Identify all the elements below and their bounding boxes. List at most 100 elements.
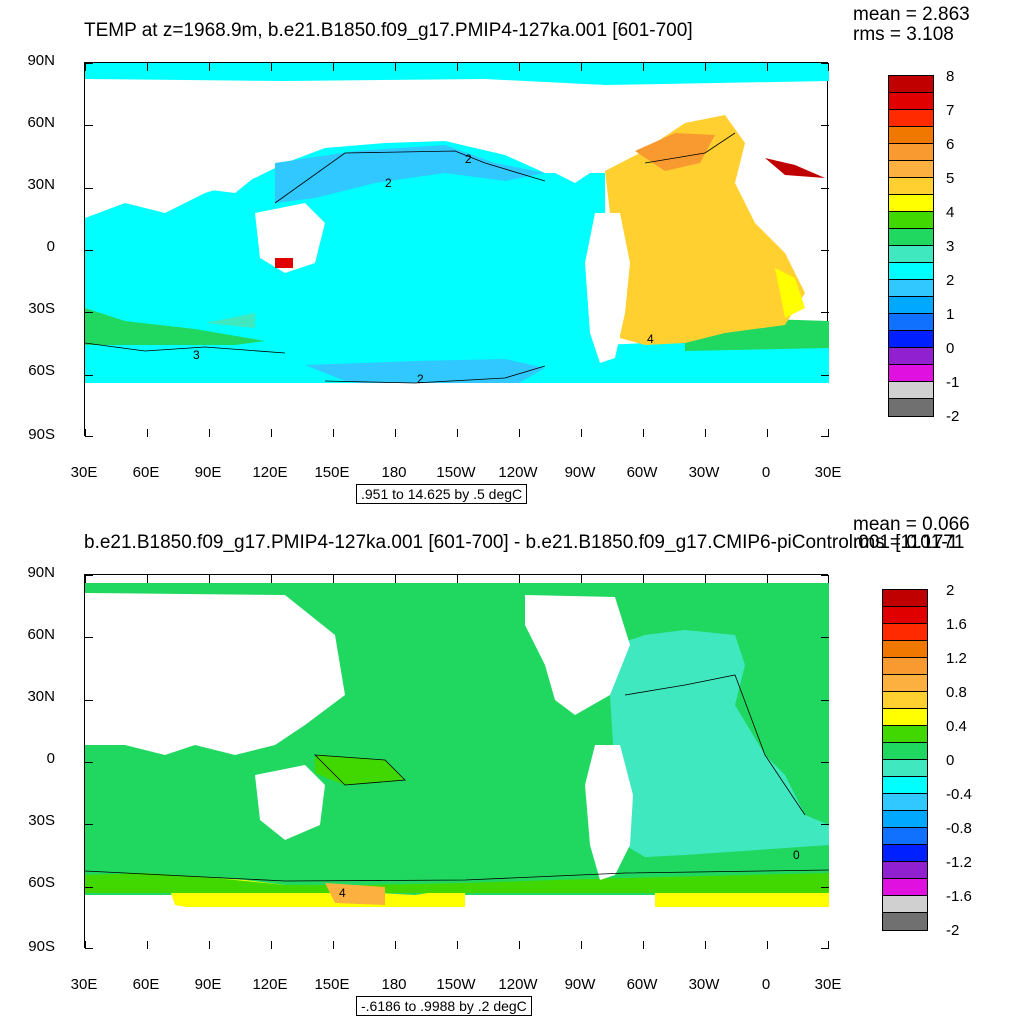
colorbar-swatch [889,314,933,331]
colorbar-swatch [883,624,927,641]
axis-tick [85,575,86,583]
axis-tick [767,63,768,71]
colorbar-label: 3 [946,238,955,255]
axis-tick [828,575,829,583]
axis-tick [85,824,93,825]
bottom-contour-line [85,869,829,882]
axis-tick [767,429,768,437]
axis-tick [85,312,93,313]
lon-label: 30W [688,464,720,481]
top-contour-line [324,365,546,384]
colorbar-swatch [889,229,933,246]
axis-tick [821,63,829,64]
colorbar-swatch [883,828,927,845]
lat-label: 90S [28,426,55,443]
axis-tick [333,575,334,583]
axis-tick [85,375,93,376]
axis-tick [333,429,334,437]
lat-label: 60N [27,626,55,643]
colorbar-swatch [883,760,927,777]
lon-label: 60W [626,464,658,481]
colorbar-label: 1 [946,306,955,323]
bottom-land-australia [255,765,325,840]
axis-tick [395,941,396,949]
colorbar-swatch [889,110,933,127]
top-red-patch-2 [765,158,825,178]
lon-label: 90E [194,976,222,993]
bottom-rms: rms = 0.1771 [853,532,965,553]
axis-tick [581,575,582,583]
colorbar-swatch [883,743,927,760]
top-ocean-north-pac-band [275,145,545,203]
colorbar-swatch [883,658,927,675]
bottom-land-africa-asia [85,593,345,755]
bottom-mean: mean = 0.066 [853,514,970,535]
axis-tick [519,575,520,583]
bottom-land-americas-n [525,595,630,715]
top-map: 2 2 3 2 4 [84,62,829,437]
colorbar-swatch [883,641,927,658]
axis-tick [643,429,644,437]
lon-label: 30E [814,464,842,481]
bottom-map-svg: 0 4 [85,575,829,949]
colorbar-label: 0 [946,340,955,357]
lon-label: 120E [252,976,288,993]
lon-label: 0 [761,976,771,993]
colorbar-swatch [889,382,933,399]
top-colorbar [888,75,934,417]
top-ocean-pacific [85,141,605,365]
axis-tick [705,575,706,583]
lat-label: 30N [27,176,55,193]
top-land-americas-s [585,213,630,363]
bottom-contour-line [624,674,806,816]
axis-tick [643,941,644,949]
colorbar-label: 8 [946,68,955,85]
axis-tick [333,941,334,949]
lon-label: 60E [132,976,160,993]
colorbar-swatch [889,178,933,195]
axis-tick [821,637,829,638]
top-land-americas-n [535,83,625,183]
axis-tick [395,575,396,583]
colorbar-label: -1.2 [946,854,972,871]
colorbar-label: -1.6 [946,888,972,905]
axis-tick [271,63,272,71]
lat-label: 90S [28,938,55,955]
colorbar-swatch [883,913,927,930]
lon-label: 30E [70,464,98,481]
axis-tick [85,188,93,189]
axis-tick [209,63,210,71]
axis-tick [581,941,582,949]
axis-tick [147,429,148,437]
colorbar-label: 1.2 [946,650,967,667]
axis-tick [209,429,210,437]
lon-label: 180 [381,464,407,481]
lon-label: 60E [132,464,160,481]
axis-tick [271,941,272,949]
colorbar-label: 7 [946,102,955,119]
colorbar-swatch [883,607,927,624]
colorbar-label: 2 [946,272,955,289]
lon-label: 0 [761,464,771,481]
axis-tick [333,63,334,71]
colorbar-swatch [883,777,927,794]
colorbar-label: 0 [946,752,955,769]
lon-label: 30W [688,976,720,993]
lon-label: 60W [626,976,658,993]
axis-tick [705,63,706,71]
colorbar-swatch [889,365,933,382]
colorbar-label: -2 [946,922,960,939]
lat-label: 0 [46,750,55,767]
axis-tick [209,941,210,949]
axis-tick [457,575,458,583]
top-ocean-southern [85,293,829,403]
axis-tick [821,700,829,701]
axis-tick [643,575,644,583]
lon-label: 90W [564,464,596,481]
colorbar-label: 0.4 [946,718,967,735]
axis-tick [705,429,706,437]
axis-tick [581,63,582,71]
axis-tick [821,948,829,949]
lon-label: 180 [381,976,407,993]
colorbar-swatch [889,263,933,280]
